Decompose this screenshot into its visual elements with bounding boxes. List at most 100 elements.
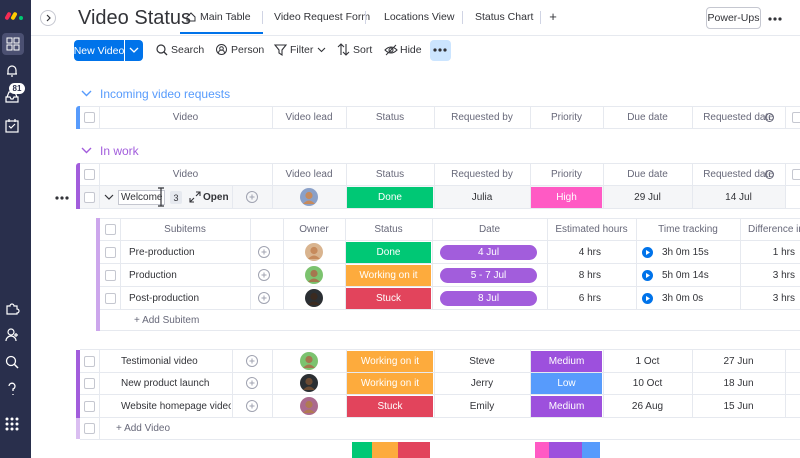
timer-play[interactable] [642,270,653,281]
apps-icon[interactable] [5,301,20,315]
collapse-button[interactable] [40,10,56,26]
subitem-status[interactable]: Working on it [346,265,431,286]
checkbox[interactable] [84,112,95,123]
view-tab[interactable]: Locations View [384,11,455,23]
cell-border [434,163,435,186]
power-ups-button[interactable]: Power-Ups [706,7,761,29]
subitem-count[interactable]: 3 [170,191,182,204]
invite-icon[interactable] [5,328,19,342]
subitem-date[interactable]: 4 Jul [440,245,537,260]
cell-border [80,372,800,373]
board-title: Video Status [78,7,192,29]
add-subitem-icon[interactable] [258,292,270,304]
view-tab[interactable]: Status Chart [475,11,534,23]
group-title[interactable]: In work [100,144,139,158]
products-icon[interactable] [5,417,19,431]
add-subitem-icon[interactable] [258,269,270,281]
estimated-hours: 8 hrs [578,270,601,281]
subitem-name[interactable]: Pre-production [129,247,195,258]
subitems-toggle[interactable] [104,194,114,200]
group-collapse[interactable] [81,147,92,154]
toolbar-more-dots[interactable] [433,48,447,52]
subitem-column-header: Subitems [164,224,206,235]
add-view-button[interactable]: + [549,8,557,24]
add-subitem-icon[interactable] [246,377,258,389]
toolbar-icon [384,44,398,56]
column-info-icon[interactable] [765,170,774,179]
new-item-button[interactable]: New Video [74,40,124,61]
subitem-name[interactable]: Production [129,270,177,281]
item-name[interactable]: New product launch [121,378,210,389]
status-label[interactable]: Working on it [347,373,433,394]
checkbox[interactable] [105,270,116,281]
add-subitem-icon[interactable] [246,400,258,412]
item-name[interactable]: Website homepage video [121,401,231,412]
add-subitem-button[interactable]: + Add Subitem [134,314,200,326]
checkbox[interactable] [792,112,800,123]
subitem-date[interactable]: 8 Jul [440,291,537,306]
column-info-icon[interactable] [765,113,774,122]
view-tab[interactable]: Video Request Form [274,11,371,23]
checkbox[interactable] [84,356,95,367]
row-menu-part [65,196,69,200]
subitem-status[interactable]: Done [346,242,431,263]
cell-border [434,106,435,129]
search-nav-icon[interactable] [5,355,19,369]
toolbar-action[interactable]: Hide [400,44,422,56]
notifications-icon[interactable] [5,64,19,78]
more-menu[interactable] [768,17,782,21]
checkbox[interactable] [84,378,95,389]
collapse-button-part [46,14,51,22]
add-subitem-icon[interactable] [258,246,270,258]
new-item-dropdown[interactable] [125,40,143,61]
add-subitem-icon-part [249,403,255,409]
cell-border [692,350,693,373]
group-collapse[interactable] [81,90,92,97]
status-label[interactable]: Working on it [347,351,433,372]
toolbar-action[interactable]: Search [171,44,205,56]
subitem-name[interactable]: Post-production [129,293,200,304]
cell-border [785,186,786,209]
column-header: Due date [627,112,668,123]
row-menu[interactable] [55,196,69,200]
status-label[interactable]: Done [347,187,433,208]
checkbox[interactable] [84,192,95,203]
timer-play[interactable] [642,293,653,304]
cell-border [434,186,435,209]
add-subitem-icon[interactable] [246,355,258,367]
checkbox[interactable] [84,169,95,180]
avatar-part [305,400,313,409]
open-item-button[interactable]: Open [203,192,229,203]
column-header: Priority [550,169,583,180]
toolbar-action[interactable]: Person [231,44,265,56]
toolbar-action[interactable]: Sort [353,44,373,56]
toolbar-action[interactable]: Filter [290,44,314,56]
workspace-icon-part [6,37,13,44]
cell-border [434,350,435,373]
view-tab[interactable]: Main Table [200,11,251,23]
timer-play[interactable] [642,247,653,258]
workspace-icon[interactable] [6,37,20,51]
checkbox[interactable] [84,423,95,434]
priority-label[interactable]: Medium [531,396,602,417]
checkbox[interactable] [105,224,116,235]
group-title[interactable]: Incoming video requests [100,87,231,101]
help-icon[interactable] [5,382,19,396]
checkbox[interactable] [105,293,116,304]
item-name-editor[interactable]: Welcome [118,190,165,205]
subitem-date[interactable]: 5 - 7 Jul [440,268,537,283]
my-work-icon[interactable] [5,119,19,133]
priority-label[interactable]: Low [531,373,602,394]
avatar-part [303,200,315,204]
status-label[interactable]: Stuck [347,396,433,417]
priority-label[interactable]: High [531,187,602,208]
checkbox[interactable] [84,401,95,412]
subitem-status[interactable]: Stuck [346,288,431,309]
checkbox[interactable] [105,247,116,258]
priority-label[interactable]: Medium [531,351,602,372]
add-item-button[interactable]: + Add Video [116,422,171,434]
item-name[interactable]: Testimonial video [121,356,198,367]
checkbox[interactable] [792,169,800,180]
open-icon[interactable] [189,191,201,203]
add-subitem-icon[interactable] [246,191,258,203]
